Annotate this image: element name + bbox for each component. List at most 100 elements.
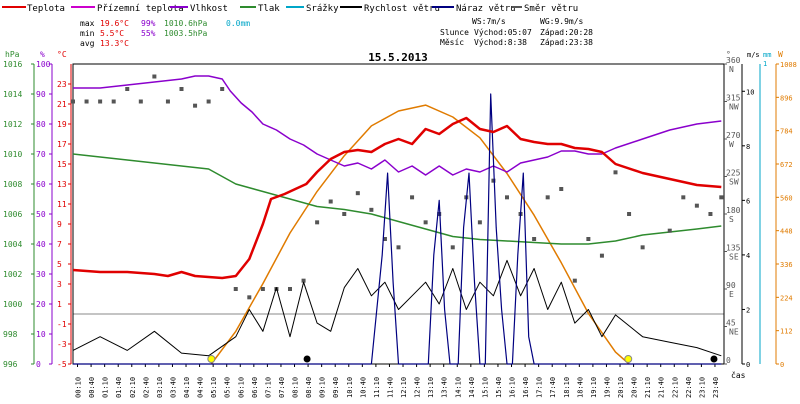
tick-label-w: 560 (780, 194, 793, 202)
tick-label-pct: 60 (36, 180, 46, 189)
tick-label-time: 02:10 (129, 377, 137, 398)
tick-label-time: 23:10 (698, 377, 706, 398)
axis-unit-c: °C (57, 50, 67, 59)
wind-dir-point (247, 295, 252, 300)
wind-dir-point (613, 170, 618, 175)
tick-label-pct: 90 (36, 90, 46, 99)
wind-dir-point (640, 245, 645, 250)
tick-label-deg: 270 (726, 131, 741, 140)
tick-label-time: 21:40 (658, 377, 666, 398)
tick-label-time: 14:40 (468, 377, 476, 398)
tick-label-time: 03:10 (156, 377, 164, 398)
sun-marker (207, 355, 216, 363)
tick-label-c: -1 (57, 320, 67, 329)
wind-dir-point (98, 99, 103, 104)
tick-label-c: 5 (57, 260, 62, 269)
wind-dir-point (559, 187, 564, 191)
tick-label-dir: E (729, 290, 734, 299)
wind-dir-point (111, 99, 116, 104)
tick-label-time: 16:10 (509, 377, 517, 398)
tick-label-deg: 360 (726, 56, 741, 65)
tick-label-time: 22:10 (671, 377, 679, 398)
wind-dir-point (315, 220, 320, 225)
legend-label-vlhkost: Vlhkost (190, 4, 228, 14)
axis-unit-deg: ° (726, 50, 731, 59)
legend-label-teplota: Teplota (27, 4, 65, 14)
tick-label-pct: 20 (36, 300, 46, 309)
legend-label-srazky: Srážky (306, 4, 339, 14)
stats-slunce: Slunce (440, 28, 469, 37)
wind-dir-point (572, 278, 577, 283)
stats-max-press: 1010.6hPa (164, 19, 208, 28)
tick-label-w: 448 (780, 228, 793, 236)
tick-label-w: 896 (780, 94, 793, 102)
wind-dir-point (152, 74, 157, 79)
tick-label-ms: 0 (746, 361, 750, 369)
tick-label-time: 04:10 (183, 377, 191, 398)
stats-max-label: max (80, 19, 95, 28)
tick-label-w: 1008 (780, 61, 797, 69)
stats-max-rain: 0.0mm (226, 19, 250, 28)
stats-wg: WG:9.9m/s (540, 17, 584, 26)
tick-label-pct: 50 (36, 210, 46, 219)
tick-label-time: 07:40 (278, 377, 286, 398)
tick-label-dir: S (729, 215, 734, 224)
stats-min-hum: 55% (141, 29, 156, 38)
wind-dir-point (355, 191, 360, 196)
series-layer (71, 74, 724, 365)
tick-label-hpa: 1004 (3, 240, 22, 249)
tick-label-hpa: 998 (3, 330, 18, 339)
tick-label-deg: 90 (726, 281, 736, 290)
tick-label-c: 1 (57, 300, 62, 309)
tick-label-time: 15:10 (481, 377, 489, 398)
tick-label-c: 21 (57, 100, 67, 109)
moon-marker (303, 355, 311, 363)
tick-label-ms: 6 (746, 197, 750, 205)
tick-label-c: 11 (57, 200, 67, 209)
stats-mesic: Měsíc (440, 38, 464, 47)
tick-label-w: 672 (780, 161, 793, 169)
tick-label-deg: 45 (726, 319, 736, 328)
tick-label-time: 11:10 (373, 377, 381, 398)
tick-label-hpa: 1012 (3, 120, 22, 129)
tick-label-hpa: 996 (3, 360, 18, 369)
series-wind-gust (73, 93, 722, 365)
tick-label-hpa: 1002 (3, 270, 22, 279)
stats-max-hum: 99% (141, 19, 156, 28)
wind-dir-point (545, 195, 550, 200)
stats-max-temp: 19.6°C (100, 19, 129, 28)
tick-label-w: 112 (780, 328, 793, 336)
tick-label-c: 9 (57, 220, 62, 229)
axis-unit-mm: mm (763, 51, 771, 59)
sun-marker (624, 355, 633, 363)
wind-dir-point (505, 195, 509, 200)
tick-label-time: 23:40 (712, 377, 720, 398)
tick-label-hpa: 1014 (3, 90, 22, 99)
tick-label-dir: NE (729, 328, 739, 337)
wind-dir-point (165, 99, 170, 104)
stats-ws: WS:7m/s (472, 17, 506, 26)
tick-label-time: 18:10 (563, 377, 571, 398)
tick-label-time: 10:40 (359, 377, 367, 398)
tick-label-hpa: 1000 (3, 300, 22, 309)
wind-dir-point (491, 178, 496, 183)
stats-slunce-zapad: Západ:20:28 (540, 28, 593, 37)
wind-dir-point (220, 87, 225, 91)
tick-label-time: 09:40 (332, 377, 340, 398)
wind-dir-point (599, 253, 604, 258)
tick-label-pct: 100 (36, 60, 51, 69)
tick-label-time: 17:40 (549, 377, 557, 398)
tick-label-time: 05:40 (224, 377, 232, 398)
tick-label-time: 21:10 (644, 377, 652, 398)
tick-label-time: 16:40 (522, 377, 530, 398)
moon-marker (710, 355, 718, 363)
tick-label-hpa: 1010 (3, 150, 22, 159)
tick-label-hpa: 1008 (3, 180, 22, 189)
tick-label-time: 06:10 (237, 377, 245, 398)
series-humidity (73, 75, 722, 176)
tick-label-w: 0 (780, 361, 784, 369)
tick-label-c: 13 (57, 180, 67, 189)
tick-label-c: -5 (57, 360, 67, 369)
stats-min-temp: 5.5°C (100, 29, 124, 38)
tick-label-time: 03:40 (169, 377, 177, 398)
